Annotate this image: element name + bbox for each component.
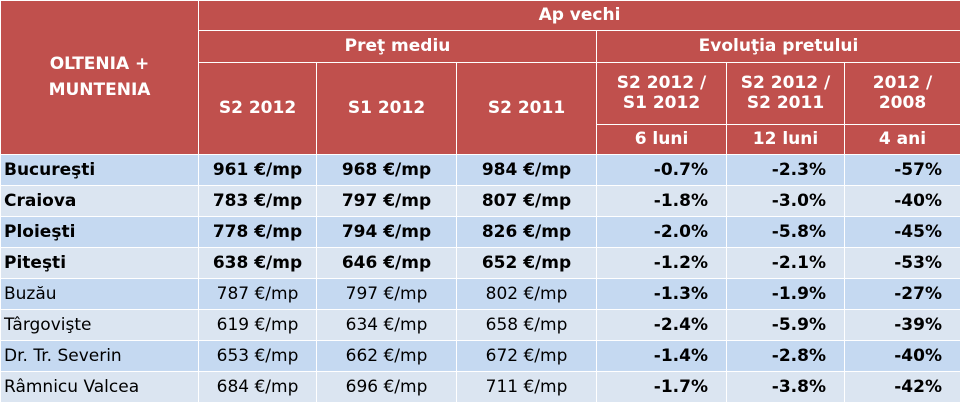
price-cell-s2-2012: 653 €/mp <box>198 340 317 372</box>
price-group-header: Preţ mediu <box>198 30 597 63</box>
region-header: OLTENIA + MUNTENIA <box>0 0 199 155</box>
table-body: Bucureşti 961 €/mp 968 €/mp 984 €/mp -0.7% -2… <box>0 154 960 403</box>
change-6-months-cell: -2.4% <box>596 309 727 341</box>
city-cell: Craiova <box>0 185 199 217</box>
price-col-header: S2 2011 <box>456 62 597 155</box>
city-cell: Bucureşti <box>0 154 199 186</box>
price-cell-s1-2012: 797 €/mp <box>316 185 457 217</box>
price-cell-s1-2012: 646 €/mp <box>316 247 457 279</box>
price-cell-s2-2012: 778 €/mp <box>198 216 317 248</box>
table-row: Piteşti 638 €/mp 646 €/mp 652 €/mp -1.2% -2.1… <box>0 247 960 279</box>
change-12-months-cell: -2.8% <box>726 340 845 372</box>
change-6-months-cell: -2.0% <box>596 216 727 248</box>
city-cell: Ploieşti <box>0 216 199 248</box>
evo-period-header: 6 luni <box>596 124 727 155</box>
price-cell-s1-2012: 968 €/mp <box>316 154 457 186</box>
price-cell-s2-2011: 658 €/mp <box>456 309 597 341</box>
price-cell-s2-2012: 783 €/mp <box>198 185 317 217</box>
evo-col-header: S2 2012 / S1 2012 <box>596 62 727 125</box>
price-cell-s2-2011: 807 €/mp <box>456 185 597 217</box>
change-12-months-cell: -5.8% <box>726 216 845 248</box>
group-header: Ap vechi <box>198 0 960 31</box>
change-12-months-cell: -3.8% <box>726 371 845 403</box>
change-6-months-cell: -1.2% <box>596 247 727 279</box>
change-4-years-cell: -39% <box>844 309 960 341</box>
price-cell-s2-2012: 961 €/mp <box>198 154 317 186</box>
price-cell-s2-2012: 638 €/mp <box>198 247 317 279</box>
price-col-header: S2 2012 <box>198 62 317 155</box>
change-4-years-cell: -40% <box>844 340 960 372</box>
change-4-years-cell: -42% <box>844 371 960 403</box>
change-6-months-cell: -1.8% <box>596 185 727 217</box>
price-cell-s2-2011: 984 €/mp <box>456 154 597 186</box>
change-6-months-cell: -1.3% <box>596 278 727 310</box>
price-cell-s2-2012: 619 €/mp <box>198 309 317 341</box>
price-cell-s1-2012: 794 €/mp <box>316 216 457 248</box>
price-cell-s1-2012: 696 €/mp <box>316 371 457 403</box>
price-cell-s1-2012: 634 €/mp <box>316 309 457 341</box>
city-cell: Târgovişte <box>0 309 199 341</box>
price-cell-s2-2011: 652 €/mp <box>456 247 597 279</box>
price-cell-s2-2012: 787 €/mp <box>198 278 317 310</box>
price-cell-s1-2012: 797 €/mp <box>316 278 457 310</box>
change-4-years-cell: -57% <box>844 154 960 186</box>
city-cell: Piteşti <box>0 247 199 279</box>
change-12-months-cell: -1.9% <box>726 278 845 310</box>
price-col-header: S1 2012 <box>316 62 457 155</box>
price-cell-s2-2012: 684 €/mp <box>198 371 317 403</box>
evo-col-header: 2012 / 2008 <box>844 62 960 125</box>
region-header-line2: MUNTENIA <box>48 79 151 100</box>
change-4-years-cell: -53% <box>844 247 960 279</box>
change-6-months-cell: -0.7% <box>596 154 727 186</box>
city-cell: Dr. Tr. Severin <box>0 340 199 372</box>
evo-period-header: 4 ani <box>844 124 960 155</box>
price-cell-s2-2011: 802 €/mp <box>456 278 597 310</box>
change-12-months-cell: -2.3% <box>726 154 845 186</box>
table-row: Buzău 787 €/mp 797 €/mp 802 €/mp -1.3% -1.9% -… <box>0 278 960 310</box>
evolution-group-header: Evoluţia pretului <box>596 30 960 63</box>
evo-period-header: 12 luni <box>726 124 845 155</box>
table-row: Râmnicu Valcea 684 €/mp 696 €/mp 711 €/mp -1… <box>0 371 960 403</box>
change-4-years-cell: -40% <box>844 185 960 217</box>
price-cell-s1-2012: 662 €/mp <box>316 340 457 372</box>
region-header-line1: OLTENIA + <box>49 54 150 74</box>
city-cell: Râmnicu Valcea <box>0 371 199 403</box>
table-row: Craiova 783 €/mp 797 €/mp 807 €/mp -1.8% -3.0… <box>0 185 960 217</box>
evo-col-header: S2 2012 / S2 2011 <box>726 62 845 125</box>
table-row: Bucureşti 961 €/mp 968 €/mp 984 €/mp -0.7% -2… <box>0 154 960 186</box>
table-row: Târgovişte 619 €/mp 634 €/mp 658 €/mp -2.4% -… <box>0 309 960 341</box>
change-6-months-cell: -1.4% <box>596 340 727 372</box>
city-cell: Buzău <box>0 278 199 310</box>
price-cell-s2-2011: 711 €/mp <box>456 371 597 403</box>
change-4-years-cell: -27% <box>844 278 960 310</box>
change-12-months-cell: -3.0% <box>726 185 845 217</box>
table-row: Dr. Tr. Severin 653 €/mp 662 €/mp 672 €/mp -… <box>0 340 960 372</box>
change-6-months-cell: -1.7% <box>596 371 727 403</box>
table-row: Ploieşti 778 €/mp 794 €/mp 826 €/mp -2.0% -5.… <box>0 216 960 248</box>
price-cell-s2-2011: 672 €/mp <box>456 340 597 372</box>
price-table: OLTENIA + MUNTENIA Ap vechi Preţ mediu Ev… <box>0 0 960 403</box>
change-4-years-cell: -45% <box>844 216 960 248</box>
change-12-months-cell: -5.9% <box>726 309 845 341</box>
price-cell-s2-2011: 826 €/mp <box>456 216 597 248</box>
change-12-months-cell: -2.1% <box>726 247 845 279</box>
